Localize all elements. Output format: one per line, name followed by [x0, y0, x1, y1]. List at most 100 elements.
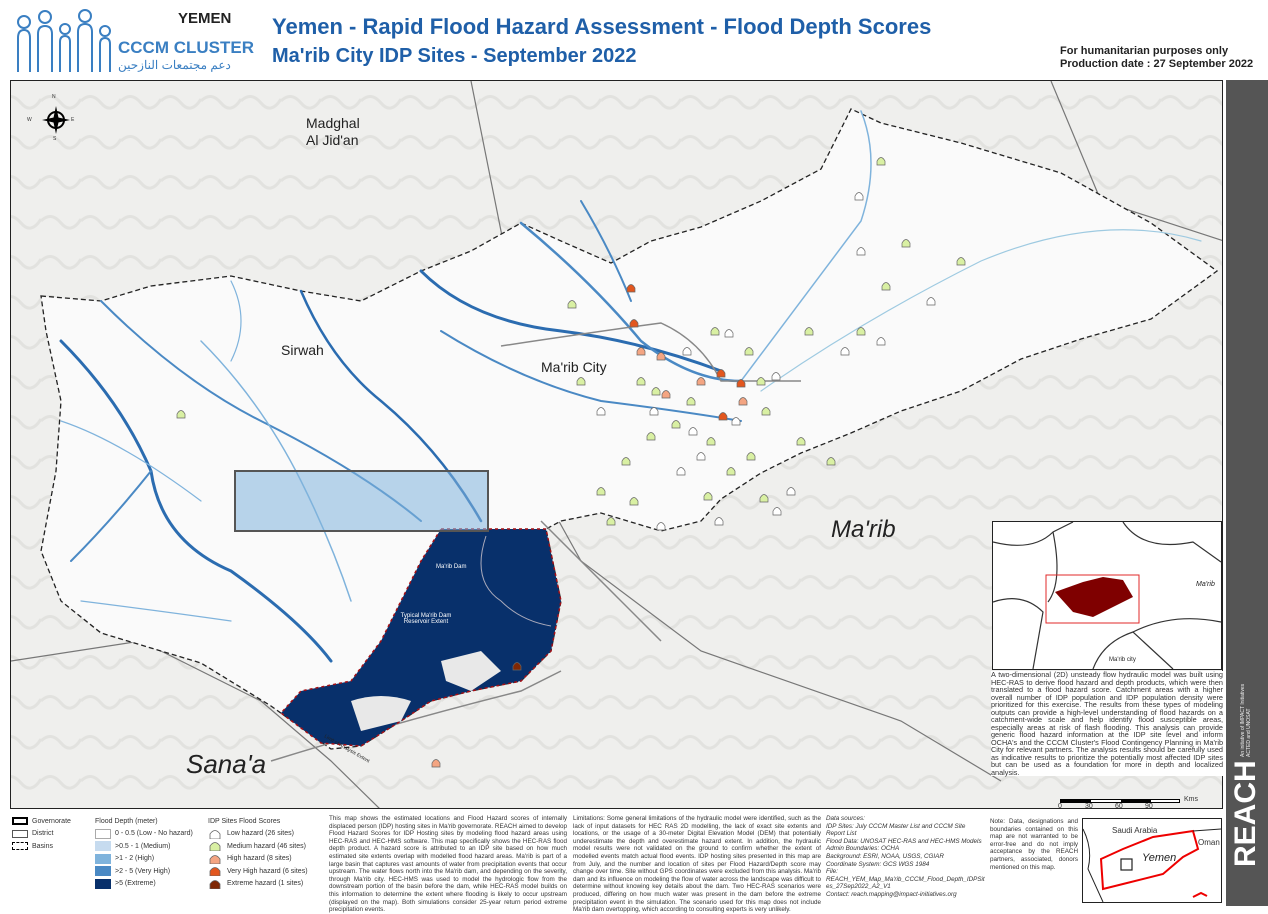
- idp-site-low[interactable]: [876, 337, 886, 346]
- idp-site-medium[interactable]: [651, 387, 661, 396]
- map-title: Yemen - Rapid Flood Hazard Assessment - …: [272, 14, 932, 39]
- idp-site-low[interactable]: [856, 247, 866, 256]
- idp-site-medium[interactable]: [576, 377, 586, 386]
- idp-site-very-high[interactable]: [736, 379, 746, 388]
- flood-map: [11, 81, 1222, 808]
- idp-site-very-high[interactable]: [629, 319, 639, 328]
- idp-site-medium[interactable]: [726, 467, 736, 476]
- label-marib-governorate: Ma'rib: [831, 516, 896, 543]
- label-madghal: Madghal Al Jid'an: [306, 115, 360, 148]
- legend-idp-sites: IDP Sites Flood Scores Low hazard (26 si…: [208, 815, 308, 890]
- legend-district: District: [32, 830, 54, 838]
- legend-depth-title: Flood Depth (meter): [95, 817, 158, 825]
- inset-label-marib: Ma'rib: [1196, 581, 1215, 588]
- idp-site-medium[interactable]: [596, 487, 606, 496]
- legend-boundaries: Governorate District Basins: [12, 815, 71, 853]
- idp-site-very-high[interactable]: [716, 369, 726, 378]
- idp-site-low[interactable]: [656, 522, 666, 531]
- idp-site-low[interactable]: [696, 452, 706, 461]
- idp-site-extreme[interactable]: [512, 662, 522, 671]
- idp-site-low[interactable]: [772, 507, 782, 516]
- inset-marib-city-area: [1055, 577, 1133, 617]
- idp-site-medium[interactable]: [826, 457, 836, 466]
- idp-site-low[interactable]: [676, 467, 686, 476]
- source-line: Background: ESRI, NOAA, USGS, CGIAR: [826, 852, 944, 860]
- idp-site-high[interactable]: [656, 352, 666, 361]
- idp-site-high[interactable]: [696, 377, 706, 386]
- locator-oman: Oman: [1198, 838, 1220, 847]
- idp-site-low[interactable]: [724, 329, 734, 338]
- idp-site-medium[interactable]: [956, 257, 966, 266]
- idp-site-low[interactable]: [854, 192, 864, 201]
- idp-site-medium[interactable]: [710, 327, 720, 336]
- idp-site-medium[interactable]: [756, 377, 766, 386]
- idp-sites: [176, 157, 966, 768]
- idp-site-medium[interactable]: [901, 239, 911, 248]
- dam-reservoir: [279, 528, 562, 747]
- idp-site-low[interactable]: [840, 347, 850, 356]
- roads: [270, 322, 801, 762]
- idp-site-medium[interactable]: [759, 494, 769, 503]
- idp-site-medium[interactable]: [621, 457, 631, 466]
- idp-site-high[interactable]: [636, 347, 646, 356]
- idp-site-medium[interactable]: [876, 157, 886, 166]
- idp-site-medium[interactable]: [636, 377, 646, 386]
- label-reservoir: Typical Ma'rib Dam Reservoir Extent: [400, 613, 452, 625]
- legend-depth-medium: >0.5 - 1 (Medium): [115, 842, 171, 850]
- scale-tick: 30: [1085, 803, 1093, 810]
- idp-site-very-high[interactable]: [626, 284, 636, 293]
- idp-site-medium[interactable]: [746, 452, 756, 461]
- idp-site-medium[interactable]: [744, 347, 754, 356]
- site-extreme-icon: [209, 879, 221, 889]
- idp-site-low[interactable]: [714, 517, 724, 526]
- idp-site-medium[interactable]: [686, 397, 696, 406]
- legend-site-very-high: Very High hazard (6 sites): [227, 867, 308, 875]
- idp-site-medium[interactable]: [703, 492, 713, 501]
- idp-site-high[interactable]: [738, 397, 748, 406]
- map-subtitle: Ma'rib City IDP Sites - September 2022: [272, 45, 637, 67]
- flood-channels: [59, 110, 1202, 663]
- legend-sites-title: IDP Sites Flood Scores: [208, 817, 281, 825]
- source-line: File: REACH_YEM_Map_Ma'rib_CCCM_Flood_De…: [826, 868, 985, 891]
- source-line: Flood Data: UNOSAT HEC-RAS and HEC-HMS M…: [826, 837, 982, 845]
- idp-site-medium[interactable]: [646, 432, 656, 441]
- idp-site-medium[interactable]: [856, 327, 866, 336]
- idp-site-medium[interactable]: [804, 327, 814, 336]
- idp-site-medium[interactable]: [671, 420, 681, 429]
- legend-governorate: Governorate: [32, 817, 71, 825]
- idp-site-medium[interactable]: [629, 497, 639, 506]
- inset-label-city: Ma'rib city: [1109, 657, 1136, 663]
- idp-site-medium[interactable]: [761, 407, 771, 416]
- idp-site-very-high[interactable]: [718, 412, 728, 421]
- idp-site-low[interactable]: [688, 427, 698, 436]
- idp-site-medium[interactable]: [706, 437, 716, 446]
- idp-site-medium[interactable]: [881, 282, 891, 291]
- idp-site-high[interactable]: [431, 759, 441, 768]
- idp-site-medium[interactable]: [567, 300, 577, 309]
- idp-site-low[interactable]: [731, 417, 741, 426]
- idp-site-low[interactable]: [596, 407, 606, 416]
- idp-site-high[interactable]: [661, 390, 671, 399]
- legend-basins: Basins: [32, 842, 54, 850]
- legend-site-extreme: Extreme hazard (1 sites): [227, 880, 304, 888]
- map-canvas[interactable]: N S W E Madghal Al Jid'an Sirwah Ma'rib …: [10, 80, 1223, 809]
- site-very-high-icon: [209, 867, 221, 877]
- idp-site-low[interactable]: [682, 347, 692, 356]
- idp-site-low[interactable]: [771, 372, 781, 381]
- label-marib-city: Ma'rib City: [541, 359, 607, 375]
- site-high-icon: [209, 854, 221, 864]
- idp-site-medium[interactable]: [606, 517, 616, 526]
- idp-site-low[interactable]: [649, 407, 659, 416]
- compass-w: W: [27, 117, 32, 123]
- focus-area-box: [234, 470, 489, 532]
- dam-pointer: [480, 535, 552, 627]
- about-text: This map shows the estimated locations a…: [329, 815, 567, 914]
- idp-site-medium[interactable]: [796, 437, 806, 446]
- basin-outline: [40, 108, 1219, 750]
- legend-site-low: Low hazard (26 sites): [227, 830, 294, 838]
- locator-saudi: Saudi Arabia: [1112, 826, 1158, 835]
- idp-site-medium[interactable]: [176, 410, 186, 419]
- idp-site-low[interactable]: [786, 487, 796, 496]
- cccm-logo-figures: [17, 9, 111, 72]
- idp-site-low[interactable]: [926, 297, 936, 306]
